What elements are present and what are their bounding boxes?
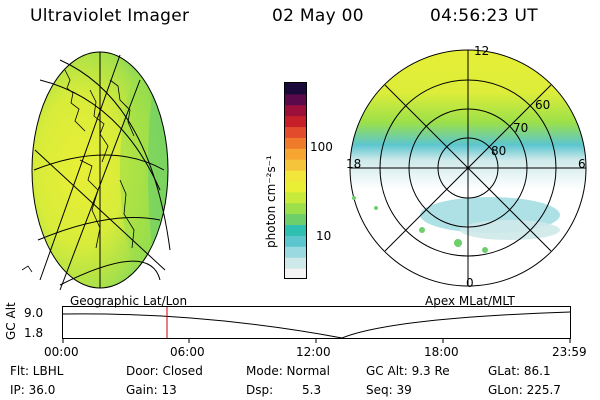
info-gc-alt: GC Alt: 9.3 Re: [366, 364, 450, 378]
colorbar-segment: [285, 235, 306, 247]
colorbar-segment: [285, 115, 306, 128]
aurora-spots: [352, 196, 488, 253]
info-glat: GLat: 86.1: [488, 364, 551, 378]
colorbar: [284, 82, 307, 280]
alt-ytick-1-8: 1.8: [24, 326, 44, 340]
info-ip: IP: 36.0: [10, 383, 56, 397]
alt-ytick-9: 9.0: [24, 306, 44, 320]
info-mode: Mode: Normal: [246, 364, 330, 378]
geographic-image: [21, 51, 171, 291]
info-door: Door: Closed: [126, 364, 203, 378]
alt-xtick-0: 00:00: [44, 345, 79, 359]
mlt-label-0: 0: [466, 276, 474, 290]
colorbar-segment: [285, 191, 306, 204]
colorbar-segment: [285, 224, 306, 236]
colorbar-segment: [285, 159, 306, 171]
alt-ticks: [62, 338, 571, 343]
date-label: 02 May 00: [272, 6, 364, 26]
time-label: 04:56:23 UT: [430, 6, 538, 26]
alt-xtick-1: 06:00: [170, 345, 205, 359]
colorbar-unit-label: photon cm⁻²s⁻¹: [264, 155, 278, 248]
mlt-label-6: 6: [578, 157, 586, 171]
mlt-label-12: 12: [474, 44, 490, 58]
colorbar-segment: [285, 104, 306, 117]
colorbar-segment: [285, 126, 306, 138]
altitude-plot: [62, 306, 571, 343]
info-dsp-value: 5.3: [302, 383, 322, 397]
altitude-curve: [62, 311, 571, 339]
alt-ylabel: GC Alt: [4, 302, 18, 340]
geographic-grid: [31, 51, 171, 291]
colorbar-segment: [285, 257, 306, 269]
info-glon: GLon: 225.7: [488, 383, 561, 397]
colorbar-segment: [285, 83, 306, 95]
apex-label: Apex MLat/MLT: [425, 294, 515, 308]
colorbar-segment: [285, 268, 306, 280]
mlt-label-18: 18: [346, 157, 362, 171]
coastlines: [21, 69, 135, 273]
info-flt: Flt: LBHL: [10, 364, 64, 378]
info-seq: Seq: 39: [366, 383, 412, 397]
colorbar-segment: [285, 148, 306, 160]
instrument-title: Ultraviolet Imager: [30, 6, 190, 26]
geographic-label: Geographic Lat/Lon: [70, 294, 188, 308]
polar-plot: [349, 49, 587, 287]
lat-label-80: 80: [491, 144, 507, 158]
info-dsp-label: Dsp:: [246, 383, 274, 397]
polar-grid: [349, 49, 587, 287]
lat-label-60: 60: [535, 98, 551, 112]
colorbar-segment: [285, 137, 306, 149]
lat-label-70: 70: [513, 121, 529, 135]
colorbar-segment: [285, 202, 306, 215]
alt-xtick-4: 23:59: [552, 345, 587, 359]
alt-xtick-3: 18:00: [424, 345, 459, 359]
colorbar-segment: [285, 213, 306, 226]
alt-xtick-2: 12:00: [296, 345, 331, 359]
colorbar-segment: [285, 181, 306, 193]
colorbar-segment: [285, 93, 306, 106]
colorbar-tick-10: 10: [316, 229, 332, 243]
colorbar-segment: [285, 170, 306, 182]
colorbar-segment: [285, 246, 306, 258]
info-gain: Gain: 13: [126, 383, 177, 397]
colorbar-tick-100: 100: [310, 140, 333, 154]
